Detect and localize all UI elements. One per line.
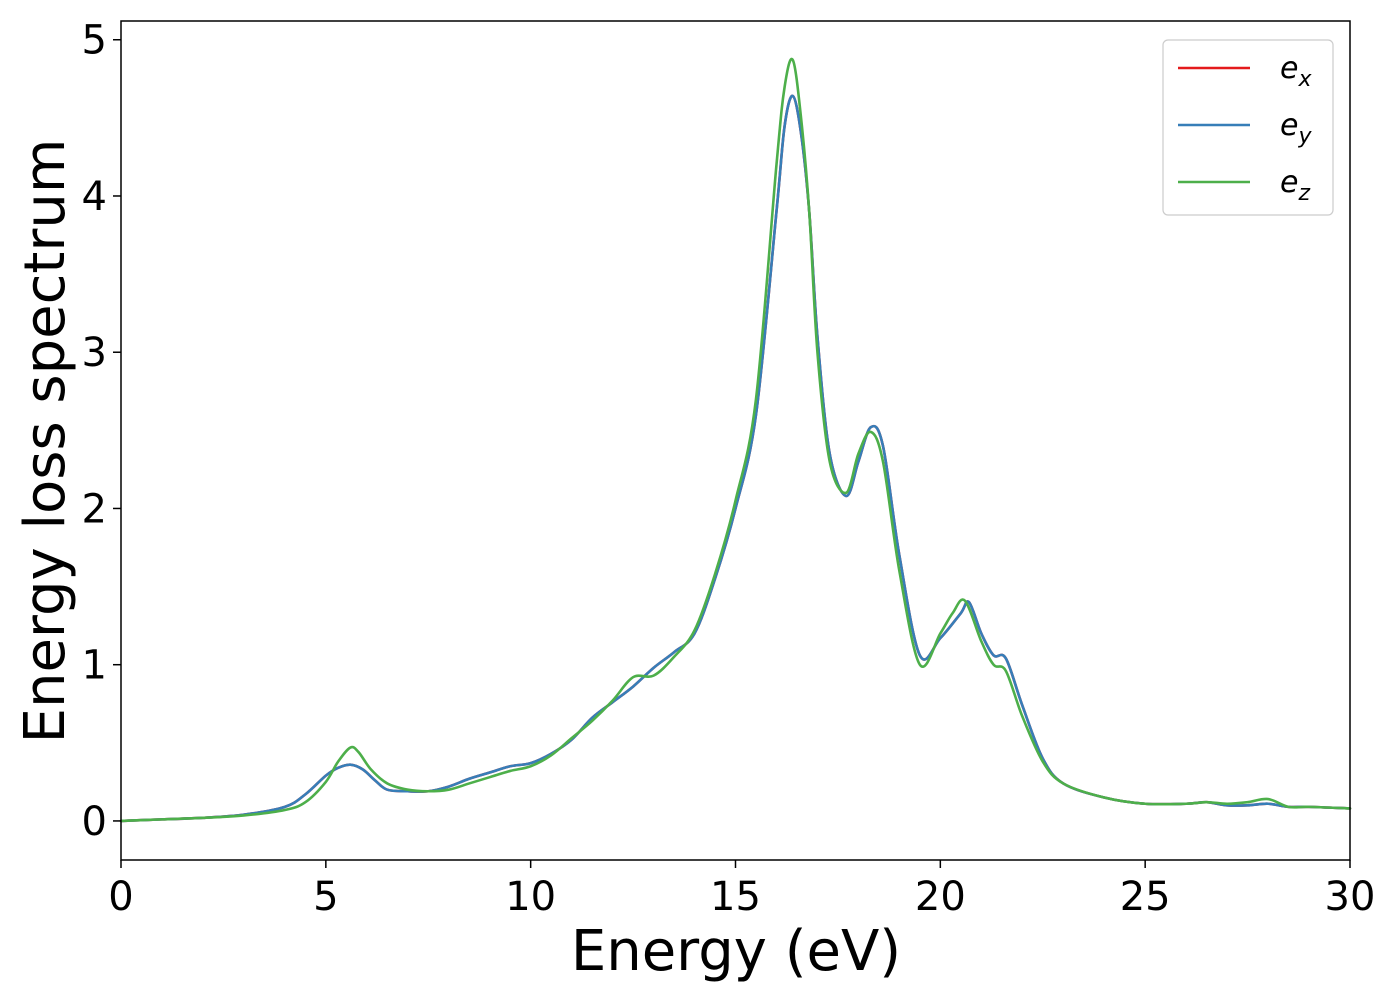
series-layer bbox=[119, 57, 1352, 823]
x-tick-label: 30 bbox=[1325, 874, 1376, 920]
x-tick-label: 20 bbox=[915, 874, 966, 920]
legend-items: ex ey ez bbox=[1178, 51, 1312, 206]
x-tick-label: 25 bbox=[1120, 874, 1171, 920]
x-tick-label: 5 bbox=[313, 874, 338, 920]
x-tick-label: 0 bbox=[108, 874, 133, 920]
legend-label-e-y: ey bbox=[1280, 108, 1312, 149]
legend-label-e-x: ex bbox=[1280, 51, 1312, 92]
legend-box bbox=[1162, 39, 1334, 216]
legend: ex ey ez bbox=[1162, 39, 1334, 216]
legend-label-e-z: ez bbox=[1280, 165, 1310, 206]
y-tick-label: 3 bbox=[82, 330, 107, 376]
y-tick-label: 4 bbox=[82, 174, 107, 220]
x-axis-title: Energy (eV) bbox=[571, 919, 901, 984]
y-axis-title: Energy loss spectrum bbox=[13, 139, 78, 744]
y-tick-label: 0 bbox=[82, 799, 107, 845]
series-line-e-z bbox=[119, 57, 1352, 823]
x-tick-label: 10 bbox=[505, 874, 556, 920]
y-tick-label: 5 bbox=[82, 18, 107, 64]
y-tick-label: 1 bbox=[82, 643, 107, 689]
tick-layer: 0 5 10 15 20 25 30 0 1 2 3 4 5 bbox=[82, 18, 1376, 920]
x-tick-label: 15 bbox=[710, 874, 761, 920]
y-tick-label: 2 bbox=[82, 486, 107, 532]
